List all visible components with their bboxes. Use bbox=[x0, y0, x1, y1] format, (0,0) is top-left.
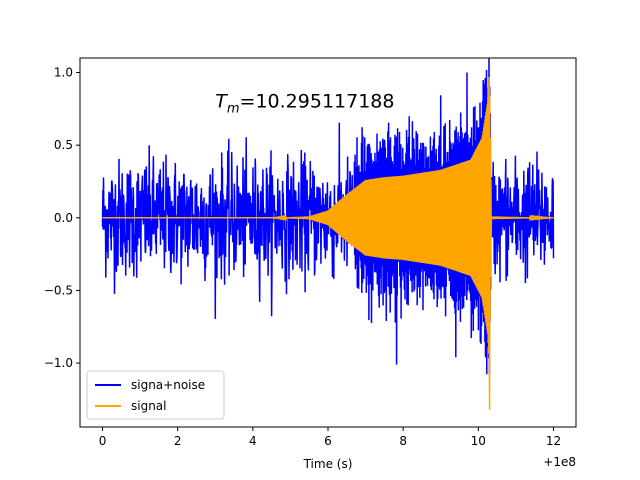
x-tick-label: 12 bbox=[546, 434, 561, 448]
legend-label-signa-noise: signa+noise bbox=[131, 378, 205, 392]
x-tick-label: 8 bbox=[399, 434, 407, 448]
tm-annotation: Tm=10.295117188 bbox=[215, 91, 394, 117]
x-axis-label: Time (s) bbox=[303, 457, 353, 471]
x-tick-label: 0 bbox=[99, 434, 107, 448]
x-axis-ticks: 0 2 4 6 8 10 12 bbox=[99, 427, 561, 448]
annotation-subscript: m bbox=[227, 102, 240, 117]
x-axis-offset-label: +1e8 bbox=[543, 455, 576, 469]
x-tick-label: 10 bbox=[471, 434, 486, 448]
y-tick-label: −0.5 bbox=[44, 283, 73, 297]
x-tick-label: 4 bbox=[249, 434, 257, 448]
series-line-signal bbox=[102, 76, 554, 410]
plot-area bbox=[101, 58, 555, 410]
y-tick-label: 1.0 bbox=[54, 66, 73, 80]
y-tick-label: 0.0 bbox=[54, 211, 73, 225]
legend: signa+noise signal bbox=[86, 370, 225, 420]
legend-box bbox=[86, 370, 225, 420]
y-axis-ticks: −1.0 −0.5 0.0 0.5 1.0 bbox=[44, 66, 80, 370]
annotation-symbol: T bbox=[215, 91, 228, 113]
y-tick-label: −1.0 bbox=[44, 356, 73, 370]
y-tick-label: 0.5 bbox=[54, 138, 73, 152]
legend-label-signal: signal bbox=[131, 399, 167, 413]
x-tick-label: 6 bbox=[324, 434, 332, 448]
annotation-value: =10.295117188 bbox=[240, 91, 395, 113]
x-tick-label: 2 bbox=[174, 434, 182, 448]
